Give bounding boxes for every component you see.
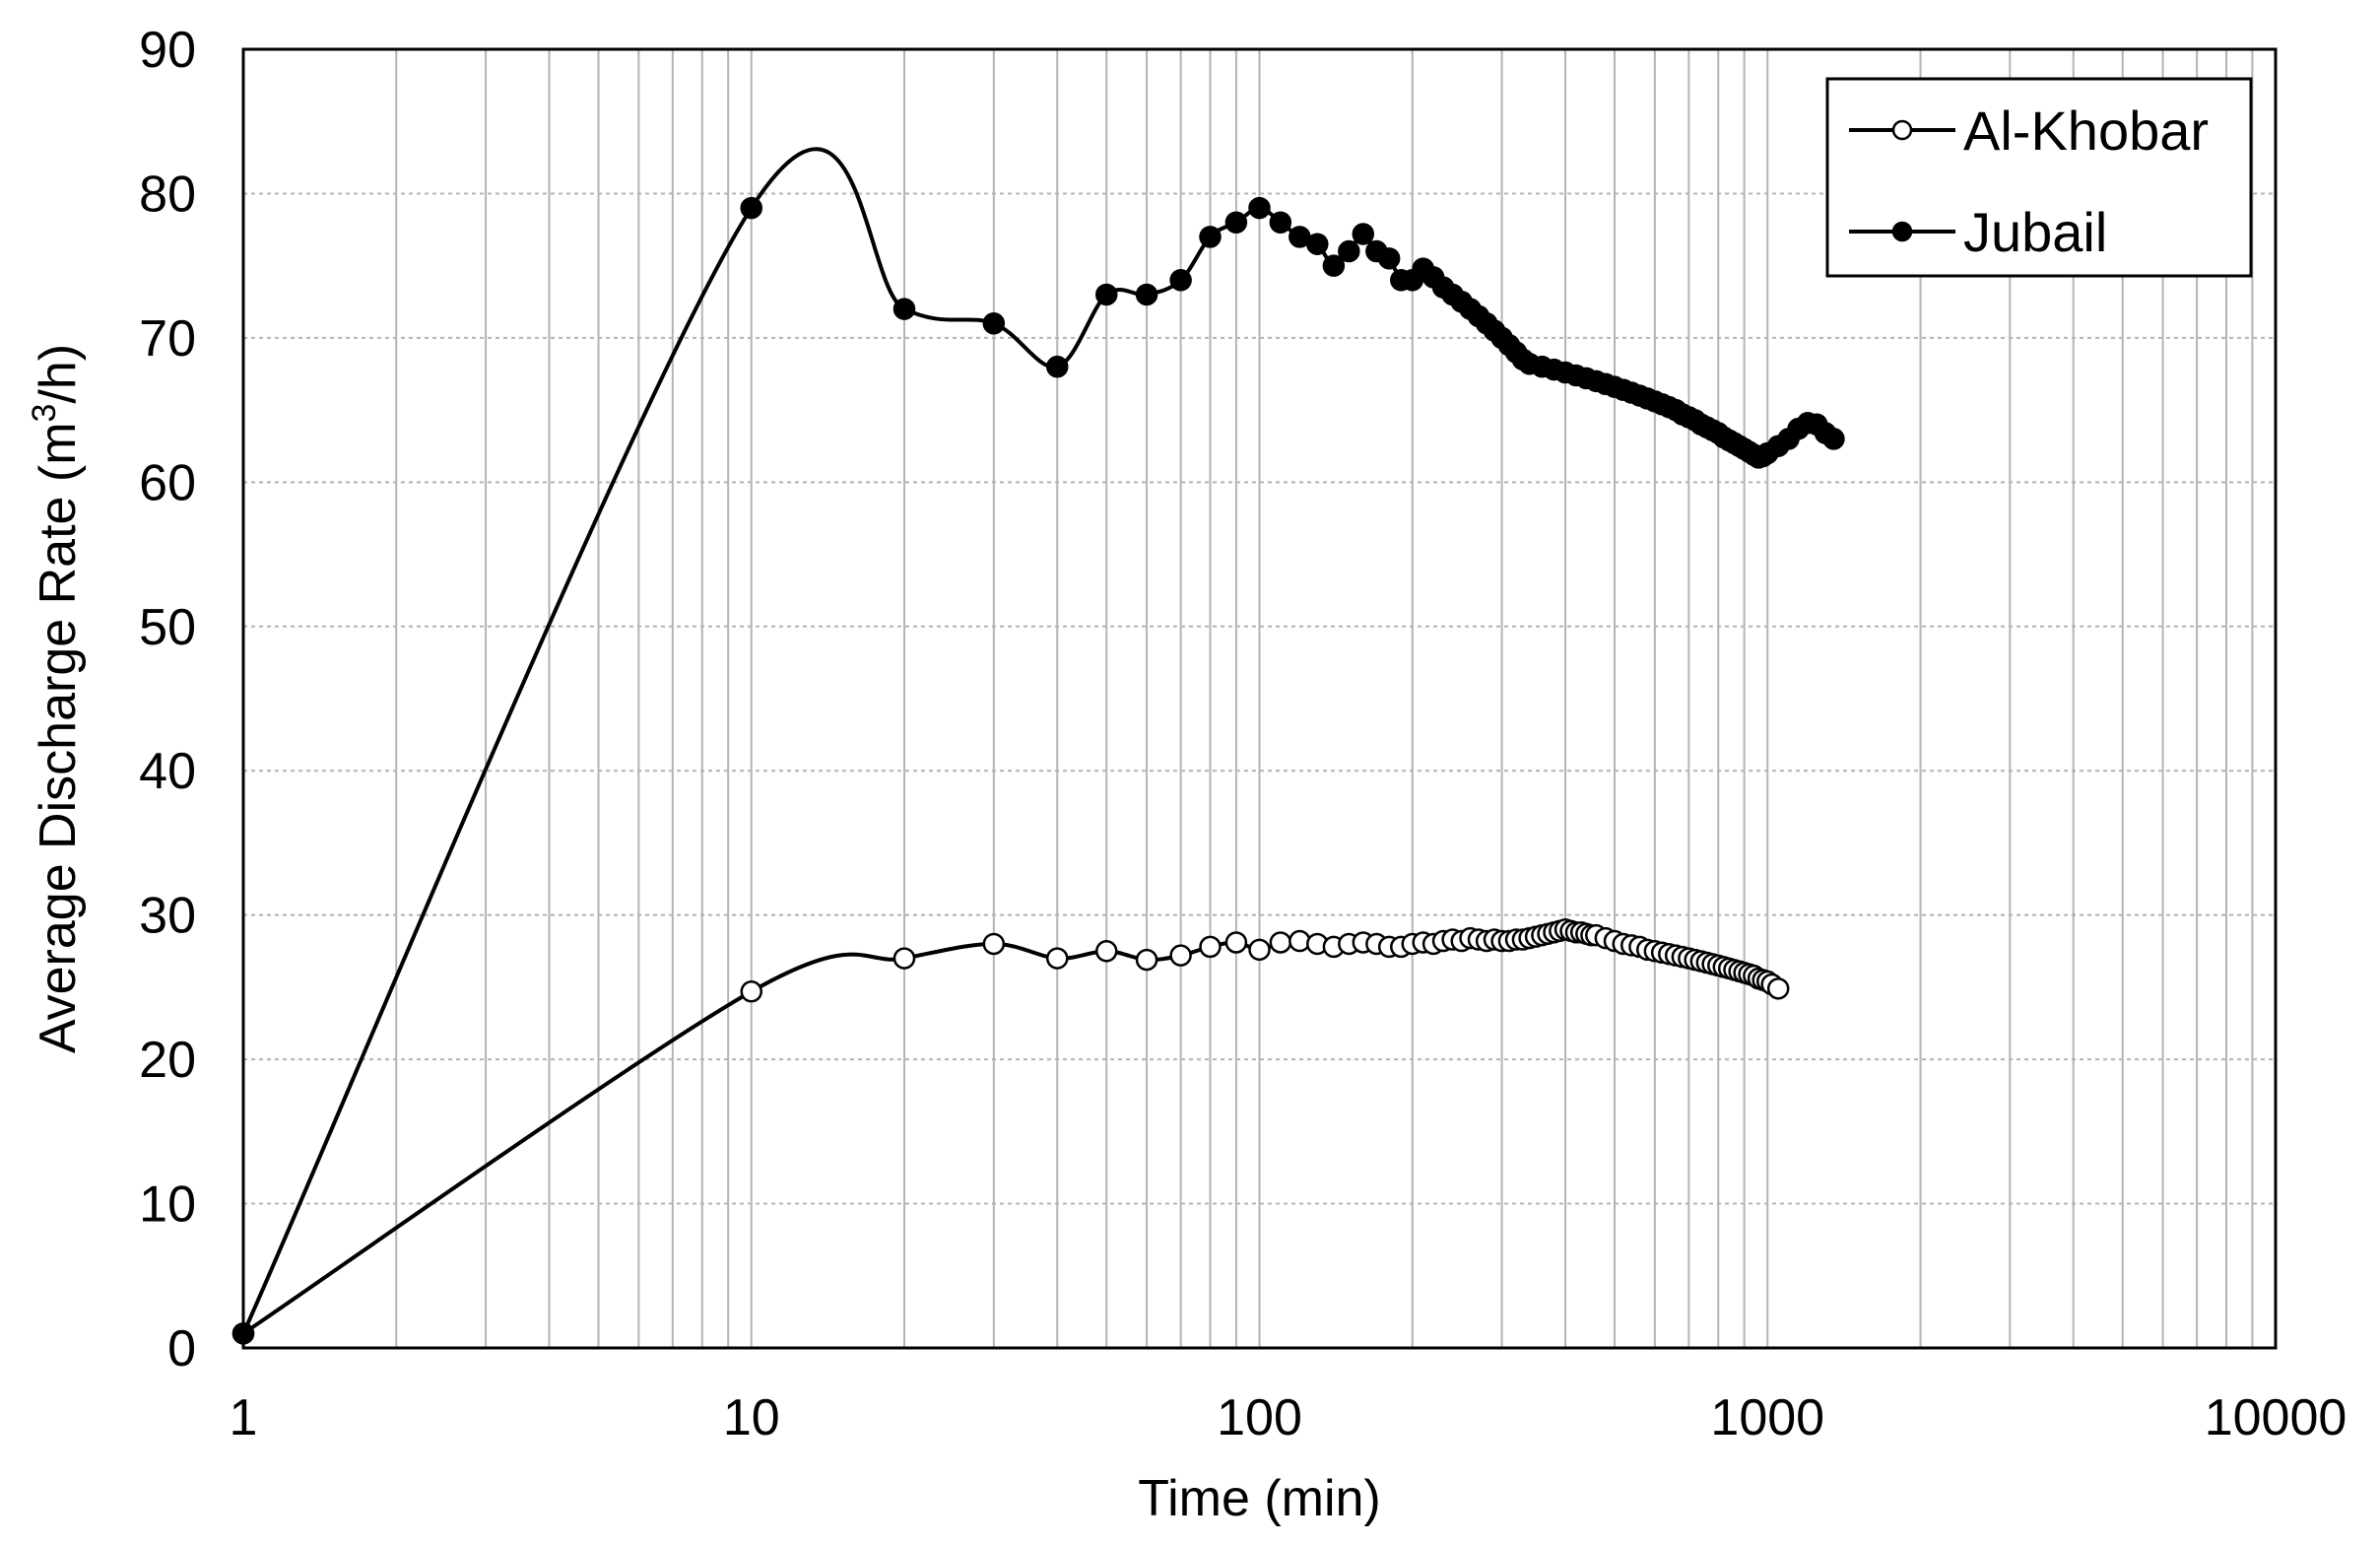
data-point-al-khobar [982,932,1006,956]
data-point-jubail [1269,211,1292,234]
plot-area [241,47,2278,1350]
legend-label-al-khobar: Al-Khobar [1963,100,2209,162]
data-point-al-khobar [740,980,762,1003]
x-tick-label: 1000 [1710,1389,1824,1446]
data-point-jubail [1224,211,1248,234]
data-point-jubail [1046,355,1069,378]
x-tick-label: 10 [723,1389,780,1446]
y-tick-label: 80 [139,166,196,223]
data-point-al-khobar [1224,931,1248,954]
data-point-jubail [892,298,916,320]
legend-label-jubail: Jubail [1963,201,2107,263]
y-tick-label: 20 [139,1032,196,1089]
data-point-jubail [1822,428,1845,450]
data-point-al-khobar [1269,931,1292,954]
data-point-jubail [740,196,762,220]
legend-marker-al-khobar [1891,119,1913,141]
data-point-jubail [1094,283,1118,306]
y-axis-label-superscript: 3 [26,404,63,423]
data-point-jubail [1169,269,1192,292]
y-tick-label: 60 [139,454,196,511]
data-point-al-khobar [1046,947,1069,970]
y-tick-label: 40 [139,743,196,800]
y-tick-label: 10 [139,1176,196,1234]
y-tick-label: 50 [139,599,196,656]
data-point-al-khobar [1094,940,1118,963]
data-point-jubail [982,311,1006,335]
y-axis-label-end: /h) [30,344,87,404]
data-point-jubail [1377,247,1401,270]
grid [243,49,2276,1348]
legend-box [1825,77,2253,278]
data-point-jubail [1199,226,1222,248]
x-tick-label: 100 [1217,1389,1302,1446]
x-axis-label: Time (min) [1138,1470,1381,1527]
data-point-al-khobar [1248,938,1271,962]
y-tick-label: 30 [139,888,196,945]
x-tick-label: 10000 [2205,1389,2347,1446]
y-tick-label: 90 [139,22,196,79]
data-point-jubail [1352,223,1375,245]
x-axis-ticks: 1 10 100 1000 10000 [230,1389,2347,1446]
y-axis-label: Average Discharge Rate (m3/h) [26,344,87,1053]
data-point-jubail [1322,254,1346,277]
data-point-jubail [1135,283,1158,306]
y-tick-label: 0 [167,1320,196,1378]
data-point-al-khobar [1135,948,1158,972]
series-jubail [231,147,1845,1345]
y-axis-ticks: 0 10 20 30 40 50 60 70 80 90 [139,22,196,1378]
series-al-khobar [231,918,1790,1345]
legend-marker-jubail [1891,221,1913,242]
series-layer [231,147,1845,1345]
x-tick-label: 1 [230,1389,258,1446]
data-point-al-khobar [1766,977,1790,1000]
y-tick-label: 70 [139,310,196,368]
data-point-jubail [1248,196,1271,220]
data-point-al-khobar [892,947,916,970]
data-point-al-khobar [1169,944,1192,967]
legend: Al-Khobar Jubail [1825,77,2253,278]
data-point-al-khobar [1289,929,1311,953]
data-point-jubail [1338,239,1360,263]
data-point-al-khobar [1199,935,1222,959]
y-axis-label-main: Average Discharge Rate (m [30,422,87,1053]
data-point-jubail [231,1322,255,1345]
data-point-jubail [1306,233,1329,255]
